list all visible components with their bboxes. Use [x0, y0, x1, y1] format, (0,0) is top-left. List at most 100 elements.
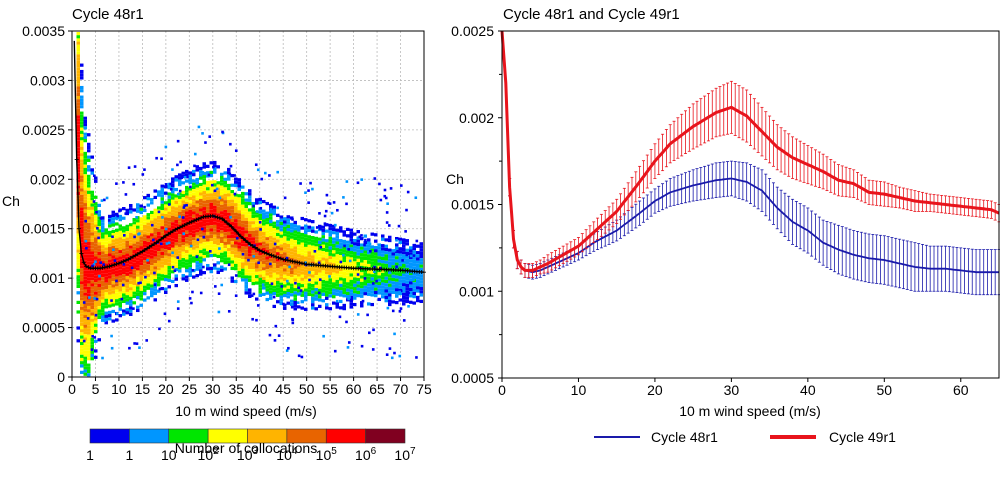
density-cell — [398, 292, 402, 296]
density-cell — [76, 57, 80, 61]
density-cell — [132, 221, 136, 225]
density-cell — [216, 267, 220, 271]
outlier-point — [371, 282, 375, 285]
density-cell — [377, 262, 381, 266]
density-cell — [328, 287, 332, 292]
density-cell — [97, 290, 101, 294]
mean-marker — [189, 219, 194, 224]
outlier-point — [255, 318, 258, 322]
outlier-point — [218, 247, 221, 250]
density-cell — [129, 226, 133, 230]
density-cell — [83, 235, 87, 239]
density-cell — [83, 215, 87, 220]
density-cell — [297, 234, 301, 239]
density-cell — [185, 201, 189, 206]
density-cell — [339, 251, 343, 256]
density-cell — [402, 276, 406, 280]
density-cell — [83, 119, 87, 124]
density-cell — [122, 280, 126, 284]
density-cell — [150, 287, 154, 291]
density-cell — [234, 203, 238, 207]
density-cell — [87, 299, 91, 303]
density-cell — [402, 270, 406, 274]
outlier-point — [195, 255, 199, 259]
density-cell — [181, 242, 185, 246]
density-cell — [115, 241, 119, 245]
density-cell — [136, 222, 140, 226]
density-cell — [104, 231, 108, 235]
density-cell — [325, 287, 329, 291]
density-cell — [220, 188, 224, 192]
outlier-point — [169, 182, 172, 186]
density-cell — [300, 232, 304, 237]
mean-marker — [260, 249, 265, 254]
density-cell — [265, 249, 269, 254]
density-cell — [101, 257, 105, 262]
outlier-point — [318, 278, 322, 281]
density-cell — [94, 179, 98, 183]
density-cell — [178, 240, 182, 244]
density-cell — [265, 285, 269, 289]
outlier-point — [215, 187, 219, 191]
density-cell — [83, 311, 87, 316]
density-cell — [262, 270, 266, 274]
density-cell — [167, 237, 171, 241]
density-cell — [223, 216, 227, 220]
density-cell — [167, 205, 171, 209]
outlier-point — [373, 177, 377, 180]
mean-marker — [159, 237, 164, 242]
density-cell — [174, 232, 178, 236]
density-cell — [290, 226, 294, 230]
density-cell — [286, 250, 290, 254]
density-cell — [101, 251, 105, 255]
density-cell — [101, 318, 105, 322]
density-cell — [276, 277, 280, 281]
density-cell — [279, 295, 283, 299]
density-cell — [269, 280, 273, 284]
density-cell — [213, 253, 217, 257]
density-cell — [384, 254, 388, 258]
outlier-point — [82, 339, 86, 343]
density-cell — [115, 289, 119, 293]
density-cell — [409, 246, 413, 250]
density-cell — [87, 235, 91, 239]
density-cell — [255, 243, 259, 247]
density-cell — [244, 291, 248, 295]
density-cell — [388, 238, 392, 243]
outlier-point — [255, 210, 259, 213]
density-cell — [199, 224, 203, 228]
density-cell — [304, 269, 308, 273]
density-cell — [339, 306, 343, 310]
density-cell — [202, 207, 206, 211]
density-cell — [97, 226, 101, 230]
outlier-point — [397, 224, 401, 228]
density-cell — [276, 223, 280, 227]
density-cell — [125, 240, 129, 244]
density-cell — [311, 296, 315, 301]
mean-marker — [168, 230, 173, 235]
density-cell — [339, 239, 343, 243]
density-cell — [283, 281, 287, 285]
density-cell — [314, 246, 318, 250]
density-cell — [304, 291, 308, 295]
density-cell — [199, 173, 203, 177]
density-cell — [377, 291, 381, 295]
density-cell — [283, 220, 287, 224]
colorbar-tick-label: 1 — [86, 447, 94, 463]
density-cell — [223, 177, 227, 181]
density-cell — [248, 221, 252, 225]
density-cell — [174, 197, 178, 201]
outlier-point — [367, 331, 371, 335]
density-cell — [83, 199, 87, 204]
density-cell — [363, 288, 367, 293]
density-cell — [227, 225, 231, 229]
density-cell — [118, 278, 122, 283]
outlier-point — [113, 259, 117, 262]
density-cell — [300, 226, 304, 230]
density-cell — [188, 219, 192, 223]
density-cell — [384, 247, 388, 252]
density-cell — [90, 206, 94, 210]
mean-marker — [283, 257, 288, 262]
density-cell — [286, 272, 290, 277]
density-cell — [199, 198, 203, 203]
